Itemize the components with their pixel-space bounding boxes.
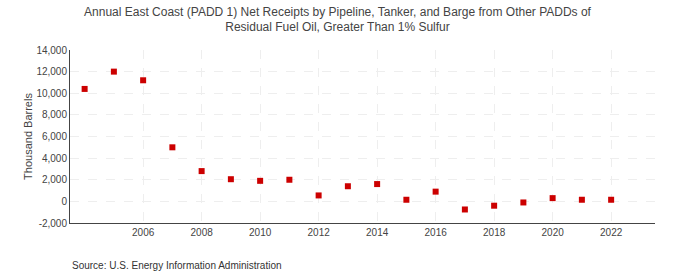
svg-text:2020: 2020 — [542, 227, 565, 238]
svg-text:14,000: 14,000 — [36, 45, 67, 56]
svg-text:2006: 2006 — [132, 227, 155, 238]
svg-text:2010: 2010 — [249, 227, 272, 238]
svg-text:2012: 2012 — [308, 227, 331, 238]
svg-text:2014: 2014 — [366, 227, 389, 238]
svg-text:4,000: 4,000 — [42, 153, 67, 164]
svg-text:2022: 2022 — [600, 227, 623, 238]
svg-text:2018: 2018 — [483, 227, 506, 238]
svg-text:8,000: 8,000 — [42, 109, 67, 120]
svg-text:0: 0 — [61, 196, 67, 207]
svg-text:Annual East Coast (PADD 1) Net: Annual East Coast (PADD 1) Net Receipts … — [84, 5, 592, 35]
svg-text:10,000: 10,000 — [36, 88, 67, 99]
svg-text:Thousand Barrels: Thousand Barrels — [22, 93, 34, 180]
svg-text:12,000: 12,000 — [36, 66, 67, 77]
svg-text:2016: 2016 — [425, 227, 448, 238]
svg-text:2,000: 2,000 — [42, 174, 67, 185]
svg-text:6,000: 6,000 — [42, 131, 67, 142]
svg-text:2008: 2008 — [191, 227, 214, 238]
svg-text:-2,000: -2,000 — [39, 218, 68, 229]
svg-text:Source: U.S. Energy Informatio: Source: U.S. Energy Information Administ… — [72, 260, 282, 271]
